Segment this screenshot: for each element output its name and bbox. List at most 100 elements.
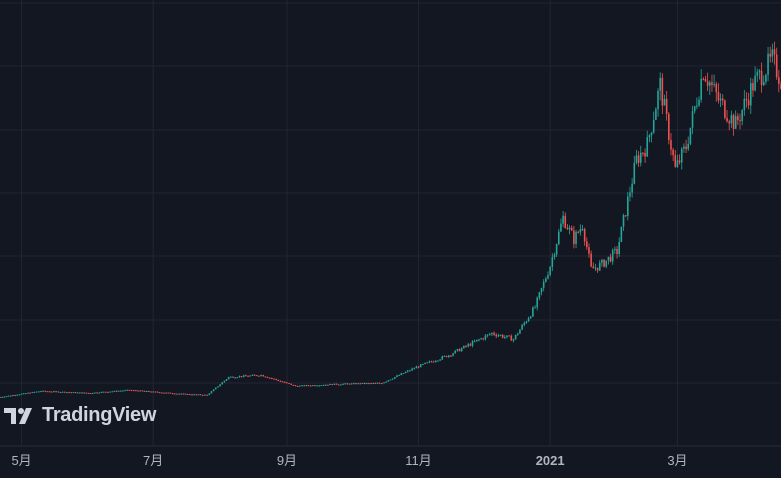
candle-up bbox=[542, 281, 545, 288]
candle-up bbox=[562, 215, 564, 224]
candle-up bbox=[443, 355, 446, 357]
candle-down bbox=[374, 382, 377, 384]
candle-up bbox=[683, 146, 685, 149]
candle-down bbox=[44, 390, 47, 392]
candle-up bbox=[536, 297, 539, 308]
candle-down bbox=[156, 391, 159, 393]
candle-up bbox=[523, 322, 526, 325]
candle-down bbox=[258, 375, 260, 377]
candle-up bbox=[743, 98, 746, 111]
candle-down bbox=[206, 394, 208, 396]
candle-up bbox=[693, 106, 696, 112]
candle-down bbox=[240, 376, 243, 378]
candle-up bbox=[579, 229, 582, 233]
candle-up bbox=[758, 70, 761, 73]
candle-down bbox=[573, 230, 575, 244]
candle-up bbox=[568, 227, 571, 230]
candle-down bbox=[672, 149, 674, 156]
candle-up bbox=[551, 257, 554, 267]
candle-up bbox=[400, 373, 403, 376]
candle-up bbox=[437, 360, 439, 362]
candle-down bbox=[775, 54, 778, 78]
candle-down bbox=[704, 79, 707, 82]
candle-down bbox=[135, 390, 137, 392]
candle-down bbox=[161, 392, 163, 394]
candlestick-series bbox=[0, 41, 781, 399]
candle-down bbox=[68, 392, 70, 394]
candle-up bbox=[186, 394, 189, 396]
candle-up bbox=[79, 392, 81, 394]
candle-down bbox=[590, 253, 592, 267]
candle-up bbox=[529, 316, 532, 319]
candle-up bbox=[391, 378, 394, 380]
candle-up bbox=[25, 393, 27, 395]
candle-down bbox=[592, 266, 595, 269]
candle-up bbox=[117, 390, 120, 392]
candle-down bbox=[378, 382, 381, 384]
time-axis: 5月 7月 9月 11月 2021 3月 bbox=[0, 445, 781, 468]
candle-up bbox=[387, 380, 390, 382]
candle-up bbox=[152, 391, 154, 393]
candle-up bbox=[365, 383, 368, 385]
candle-down bbox=[508, 335, 510, 337]
candle-up bbox=[700, 78, 702, 100]
x-tick-label: 9月 bbox=[277, 453, 297, 468]
candle-up bbox=[480, 338, 482, 340]
candle-up bbox=[426, 362, 428, 364]
candle-up bbox=[741, 110, 743, 122]
candle-up bbox=[519, 329, 521, 334]
candle-down bbox=[335, 383, 338, 385]
candle-up bbox=[581, 228, 584, 230]
candle-up bbox=[353, 383, 355, 385]
candle-up bbox=[499, 334, 502, 336]
candle-up bbox=[223, 380, 226, 383]
candle-down bbox=[583, 228, 586, 242]
candle-down bbox=[275, 378, 277, 380]
x-tick-label: 7月 bbox=[143, 453, 163, 468]
candle-up bbox=[227, 376, 230, 380]
candle-down bbox=[171, 393, 174, 395]
candle-down bbox=[132, 390, 135, 392]
candle-down bbox=[417, 366, 420, 368]
candle-up bbox=[197, 394, 200, 396]
candle-up bbox=[428, 361, 431, 363]
candle-down bbox=[745, 98, 748, 101]
candle-down bbox=[264, 376, 267, 378]
candle-up bbox=[9, 395, 12, 397]
candle-up bbox=[402, 373, 405, 375]
candle-down bbox=[247, 375, 249, 377]
candle-up bbox=[478, 339, 480, 341]
candle-up bbox=[342, 383, 344, 385]
candle-down bbox=[327, 384, 329, 386]
candle-up bbox=[165, 392, 167, 394]
candle-down bbox=[609, 256, 612, 262]
candle-up bbox=[66, 392, 68, 394]
candle-down bbox=[232, 376, 234, 378]
candle-up bbox=[415, 366, 418, 369]
candle-down bbox=[167, 392, 170, 394]
candle-down bbox=[430, 361, 433, 363]
candle-down bbox=[271, 377, 273, 379]
candle-up bbox=[59, 392, 62, 394]
candle-down bbox=[70, 392, 72, 394]
candle-down bbox=[288, 383, 290, 385]
candle-down bbox=[195, 394, 198, 396]
candle-up bbox=[324, 384, 327, 386]
candle-up bbox=[22, 393, 25, 395]
candle-down bbox=[189, 394, 191, 396]
candle-up bbox=[305, 385, 308, 387]
candle-down bbox=[603, 259, 605, 267]
candle-up bbox=[549, 266, 551, 275]
candle-up bbox=[230, 376, 232, 378]
candle-down bbox=[728, 121, 731, 124]
candle-up bbox=[72, 392, 75, 394]
candle-down bbox=[668, 114, 670, 141]
candle-up bbox=[422, 363, 424, 365]
candle-down bbox=[642, 152, 644, 154]
candle-up bbox=[424, 362, 426, 364]
candle-up bbox=[238, 376, 241, 378]
candle-down bbox=[624, 215, 627, 217]
candle-down bbox=[732, 115, 735, 129]
candle-down bbox=[55, 391, 57, 393]
